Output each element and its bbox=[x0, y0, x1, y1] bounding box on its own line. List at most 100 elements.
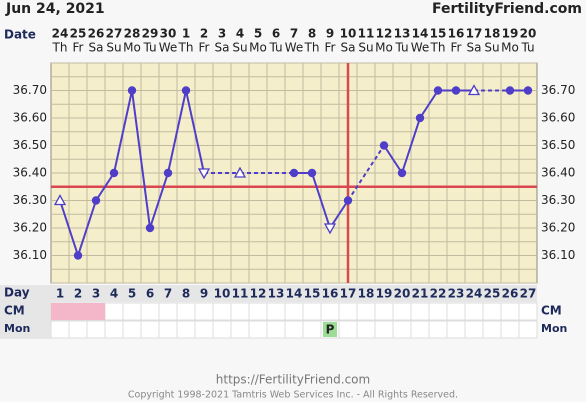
weekday: Su bbox=[358, 41, 373, 55]
temp-point-open bbox=[323, 223, 337, 235]
temp-point-open bbox=[197, 168, 211, 180]
date: 16 bbox=[448, 27, 465, 41]
footer-url: https://FertilityFriend.com bbox=[216, 373, 370, 387]
mon-cell bbox=[86, 320, 106, 339]
weekday: We bbox=[159, 41, 178, 55]
date-label: Date bbox=[4, 28, 36, 42]
mon-cell bbox=[302, 320, 322, 339]
mon-cell bbox=[518, 320, 538, 339]
date: 7 bbox=[290, 27, 298, 41]
cm-cell bbox=[356, 302, 376, 321]
day-number: 21 bbox=[412, 287, 429, 301]
mon-label-right: Mon bbox=[541, 322, 567, 335]
mon-cell bbox=[356, 320, 376, 339]
day-number: 6 bbox=[146, 287, 154, 301]
day-number: 25 bbox=[484, 287, 501, 301]
mon-cell bbox=[392, 320, 412, 339]
day-number: 9 bbox=[200, 287, 208, 301]
day-number: 19 bbox=[376, 287, 393, 301]
date: 8 bbox=[308, 27, 316, 41]
mon-label: Mon bbox=[4, 322, 30, 335]
cm-cell bbox=[500, 302, 520, 321]
weekday: Su bbox=[106, 41, 121, 55]
y-tick-label-right: 36.30 bbox=[541, 193, 575, 207]
cm-cell bbox=[446, 302, 466, 321]
day-number: 18 bbox=[358, 287, 375, 301]
temp-point bbox=[109, 168, 119, 178]
temp-point bbox=[289, 168, 299, 178]
cm-mark bbox=[69, 303, 87, 320]
temp-point bbox=[523, 86, 533, 95]
temp-point bbox=[433, 86, 443, 95]
cm-cell bbox=[338, 302, 358, 321]
day-number: 17 bbox=[340, 287, 357, 301]
day-number: 16 bbox=[322, 287, 339, 301]
temp-point bbox=[145, 223, 155, 233]
day-number: 24 bbox=[466, 287, 483, 301]
mon-cell bbox=[230, 320, 250, 339]
temp-point bbox=[181, 86, 191, 95]
cm-label-right: CM bbox=[541, 304, 562, 318]
weekday: Th bbox=[52, 41, 68, 55]
temp-point bbox=[163, 168, 173, 178]
weekday: Tu bbox=[142, 41, 156, 55]
date: 12 bbox=[376, 27, 393, 41]
mon-cell bbox=[104, 320, 124, 339]
day-number: 8 bbox=[182, 287, 190, 301]
mon-cell bbox=[338, 320, 358, 339]
copyright: Copyright 1998-2021 Tamtris Web Services… bbox=[128, 390, 458, 401]
temp-point bbox=[343, 196, 353, 205]
weekday: Su bbox=[484, 41, 499, 55]
temp-point bbox=[397, 168, 407, 178]
mon-cell bbox=[482, 320, 502, 339]
cm-cell bbox=[140, 302, 160, 321]
day-row bbox=[51, 285, 537, 302]
date: 30 bbox=[160, 27, 177, 41]
y-tick-label: 36.60 bbox=[13, 111, 47, 125]
date: 19 bbox=[502, 27, 519, 41]
cm-cell bbox=[230, 302, 250, 321]
mon-cell bbox=[464, 320, 484, 339]
y-tick-label-right: 36.50 bbox=[541, 138, 575, 152]
cm-cell bbox=[194, 302, 214, 321]
weekday: We bbox=[411, 41, 430, 55]
date: 28 bbox=[124, 27, 141, 41]
temp-line-gap bbox=[347, 144, 385, 202]
mon-mark bbox=[323, 322, 337, 337]
day-number: 27 bbox=[520, 287, 537, 301]
weekday: Mo bbox=[123, 41, 141, 55]
day-number: 1 bbox=[56, 287, 64, 301]
mon-cell bbox=[284, 320, 304, 339]
mon-mark-label: P bbox=[326, 323, 335, 337]
mon-cell bbox=[176, 320, 196, 339]
day-number: 10 bbox=[214, 287, 231, 301]
day-number: 5 bbox=[128, 287, 136, 301]
weekday: Mo bbox=[249, 41, 267, 55]
day-number: 22 bbox=[430, 287, 447, 301]
day-number: 4 bbox=[110, 287, 118, 301]
weekday: Th bbox=[430, 41, 446, 55]
weekday: Sa bbox=[341, 41, 356, 55]
temp-point-open bbox=[53, 194, 67, 206]
date: 24 bbox=[52, 27, 69, 41]
cm-cell bbox=[320, 302, 340, 321]
mon-cell bbox=[266, 320, 286, 339]
date: 20 bbox=[520, 27, 537, 41]
weekday: Sa bbox=[89, 41, 104, 55]
cm-cell bbox=[482, 302, 502, 321]
y-tick-label: 36.10 bbox=[13, 248, 47, 262]
day-number: 20 bbox=[394, 287, 411, 301]
row-label-bg bbox=[0, 285, 51, 339]
weekday: Sa bbox=[215, 41, 230, 55]
day-number: 23 bbox=[448, 287, 465, 301]
cm-cell bbox=[266, 302, 286, 321]
day-number: 26 bbox=[502, 287, 519, 301]
cm-cell bbox=[122, 302, 142, 321]
weekday: Fr bbox=[199, 41, 210, 55]
cm-cell bbox=[176, 302, 196, 321]
mon-cell bbox=[248, 320, 268, 339]
y-tick-label-right: 36.60 bbox=[541, 111, 575, 125]
temp-point bbox=[307, 168, 317, 178]
date: 27 bbox=[106, 27, 123, 41]
